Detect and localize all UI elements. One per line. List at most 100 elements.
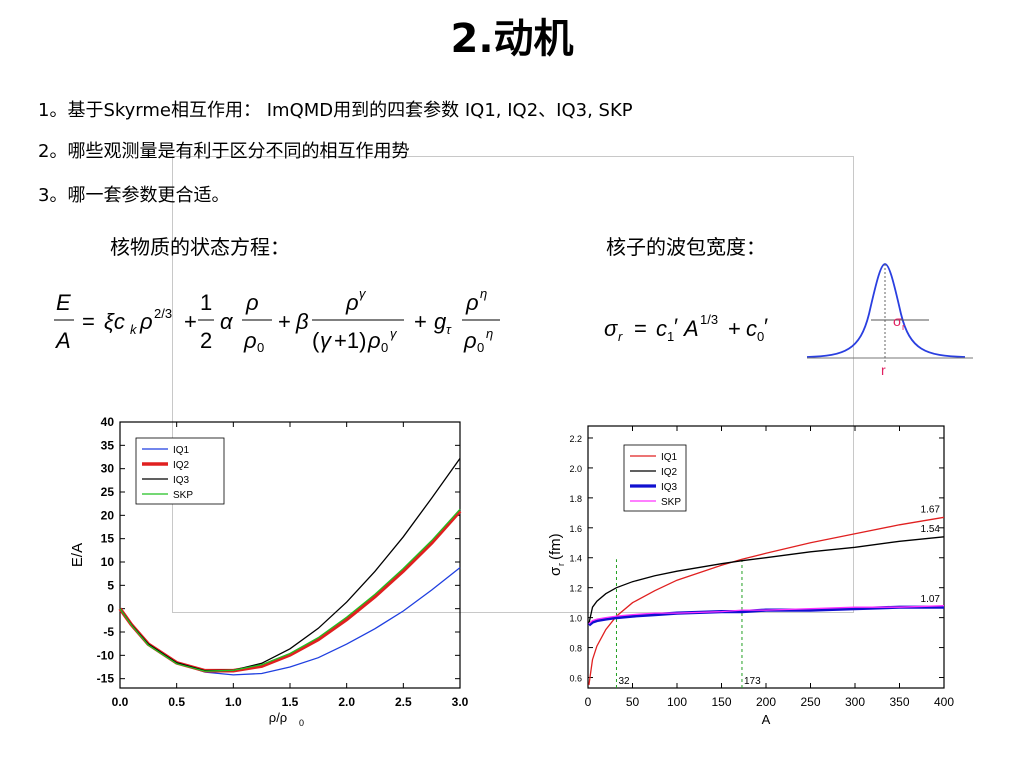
y-tick-label: 2.0 xyxy=(569,464,582,474)
point-2: 2。哪些观测量是有利于区分不同的相互作用势 xyxy=(38,141,410,162)
x-tick-label: 300 xyxy=(845,695,865,709)
svg-text:ρ: ρ xyxy=(465,290,479,315)
legend-label-iq3: IQ3 xyxy=(661,482,678,493)
svg-text:0: 0 xyxy=(757,329,764,344)
y-axis-label-unit: (fm) xyxy=(547,533,564,560)
series-line-skp xyxy=(119,508,461,672)
x-tick-label: 0.0 xyxy=(112,695,129,709)
y-tick-label: 10 xyxy=(101,555,115,569)
svg-text:=: = xyxy=(82,309,95,334)
x-tick-label: 0.5 xyxy=(168,695,185,709)
inset-axis-label: r xyxy=(881,362,886,378)
svg-text:A: A xyxy=(54,328,71,353)
svg-text:ξc: ξc xyxy=(104,309,125,334)
y-tick-label: 0.8 xyxy=(569,644,582,654)
x-tick-label: 100 xyxy=(667,695,687,709)
wave-packet-width-chart: 0 50 100 150 200 250 300 350 400 0.6 0.8 1.0 1.2 1.4 1… xyxy=(547,425,954,727)
annotation-label: 1.67 xyxy=(921,504,941,515)
svg-text:E: E xyxy=(56,290,71,315)
series-line-iq1 xyxy=(588,516,945,686)
svg-text:+1): +1) xyxy=(334,328,366,353)
inset-sigma-sub: r xyxy=(902,322,905,332)
svg-text:1/3: 1/3 xyxy=(700,312,718,327)
svg-text:α: α xyxy=(220,309,234,334)
y-axis-label-sub: r xyxy=(556,563,566,566)
x-tick-label: 200 xyxy=(756,695,776,709)
x-axis-label: ρ/ρ xyxy=(269,710,287,725)
svg-text:σ: σ xyxy=(604,316,618,341)
svg-text:ρ: ρ xyxy=(345,290,359,315)
gaussian-curve xyxy=(806,263,966,358)
svg-text:+: + xyxy=(414,309,427,334)
gaussian-inset: σ r r xyxy=(806,263,973,378)
annotation-label: 32 xyxy=(618,676,630,687)
series-line-iq2 xyxy=(118,509,462,673)
svg-text:η: η xyxy=(486,326,493,341)
x-tick-label: 1.0 xyxy=(225,695,242,709)
y-tick-label: 0 xyxy=(107,602,114,616)
y-tick-label: 1.8 xyxy=(569,494,582,504)
series-line-iq2 xyxy=(588,536,945,624)
annotation-label: 1.07 xyxy=(921,594,941,605)
y-axis-label: E/A xyxy=(69,543,86,567)
svg-text:(: ( xyxy=(312,328,320,353)
svg-text:′: ′ xyxy=(764,314,768,339)
y-tick-label: 40 xyxy=(101,415,115,429)
x-tick-label: 1.5 xyxy=(282,695,299,709)
svg-text:g: g xyxy=(434,309,447,334)
svg-text:ρ: ρ xyxy=(463,328,477,353)
svg-text:ρ: ρ xyxy=(243,328,257,353)
svg-text:1: 1 xyxy=(667,329,674,344)
svg-text:ρ: ρ xyxy=(245,290,259,315)
y-tick-label: 35 xyxy=(101,438,115,452)
annotation-label: 1.54 xyxy=(921,524,941,535)
svg-text:β: β xyxy=(295,309,309,334)
background-frame xyxy=(172,156,854,613)
y-tick-label: 2.2 xyxy=(569,434,582,444)
svg-text:γ: γ xyxy=(359,286,367,301)
svg-text:c: c xyxy=(656,316,667,341)
svg-text:2/3: 2/3 xyxy=(154,306,172,321)
y-tick-label: 20 xyxy=(101,508,115,522)
slide-title: 2.动机 xyxy=(450,16,574,62)
svg-text:η: η xyxy=(480,286,487,301)
svg-text:=: = xyxy=(634,316,647,341)
legend-label-skp: SKP xyxy=(173,490,193,501)
legend-label-iq2: IQ2 xyxy=(661,467,678,478)
x-tick-label: 150 xyxy=(711,695,731,709)
svg-text:+: + xyxy=(728,316,741,341)
x-axis-label-sub: 0 xyxy=(299,718,304,728)
y-tick-label: 1.2 xyxy=(569,584,582,594)
x-tick-label: 350 xyxy=(889,695,909,709)
x-axis-label: A xyxy=(762,712,771,727)
wave-packet-heading: 核子的波包宽度： xyxy=(606,235,766,259)
svg-text:+: + xyxy=(278,309,291,334)
svg-text:+: + xyxy=(184,309,197,334)
y-tick-label: 0.6 xyxy=(569,674,582,684)
svg-text:γ: γ xyxy=(320,328,333,353)
series-line-skp xyxy=(588,605,945,625)
svg-text:k: k xyxy=(130,322,138,337)
y-tick-label: 30 xyxy=(101,462,115,476)
svg-text:0: 0 xyxy=(257,340,264,355)
x-tick-label: 250 xyxy=(800,695,820,709)
y-tick-label: 1.6 xyxy=(569,524,582,534)
y-tick-label: 5 xyxy=(107,578,114,592)
legend-label-iq1: IQ1 xyxy=(173,445,190,456)
legend-label-iq3: IQ3 xyxy=(173,475,190,486)
x-tick-label: 400 xyxy=(934,695,954,709)
svg-text:1: 1 xyxy=(200,290,212,315)
y-tick-label: 15 xyxy=(101,532,115,546)
point-3: 3。哪一套参数更合适。 xyxy=(38,185,230,206)
svg-text:2: 2 xyxy=(200,328,212,353)
eos-chart: 0.0 0.5 1.0 1.5 2.0 2.5 3.0 40 35 30 25 20 15 10 5 0 -5 -… xyxy=(69,415,469,728)
x-tick-label: 2.5 xyxy=(395,695,412,709)
series-line-iq3 xyxy=(119,458,461,672)
inset-sigma: σ xyxy=(893,313,902,329)
svg-text:0: 0 xyxy=(477,340,484,355)
svg-text:0: 0 xyxy=(381,340,388,355)
x-tick-label: 0 xyxy=(585,695,592,709)
annotation-label: 173 xyxy=(744,676,761,687)
